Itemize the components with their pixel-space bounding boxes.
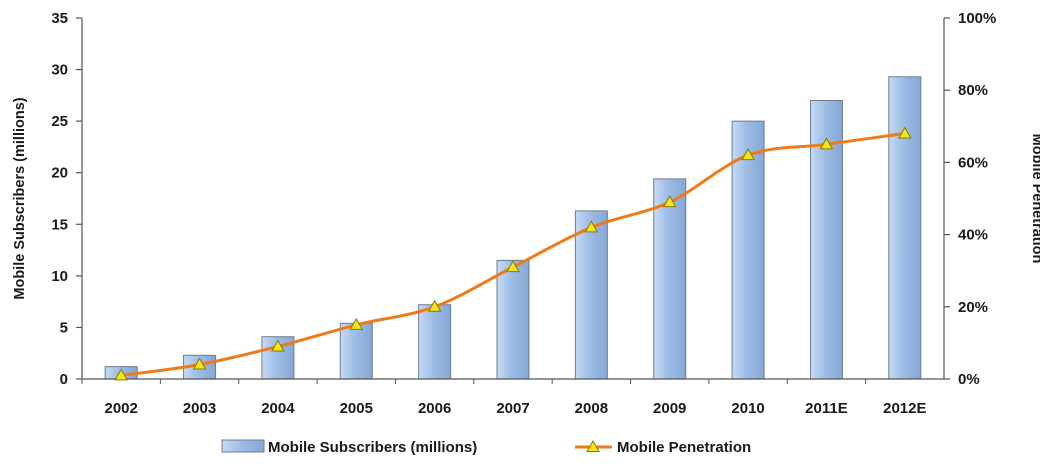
x-tick-label: 2006 [418,400,451,417]
x-tick-label: 2003 [183,400,216,417]
legend-triangle-marker-icon [586,439,600,452]
penetration-point-2012E [897,126,912,139]
right-tick-label: 100% [958,10,996,27]
bar-2008 [574,210,608,380]
right-tick-label: 60% [958,154,988,171]
penetration-point-2005 [349,317,364,330]
penetration-point-2004 [271,339,285,352]
x-tick-label: 2010 [731,400,764,417]
x-tick-label: 2007 [496,400,529,417]
left-tick-label: 25 [51,113,68,130]
penetration-point-2010 [741,148,755,161]
penetration-point-2003 [192,357,207,370]
bar-2005 [339,322,373,380]
legend-bar-label: Mobile Subscribers (millions) [268,439,477,456]
left-tick-label: 20 [51,165,68,182]
bar-2010 [731,120,765,380]
right-tick-label: 80% [958,82,988,99]
line-layer [114,126,912,381]
x-tick-label: 2011E [805,400,848,417]
left-axis-title: Mobile Subscribers (millions) [12,97,28,299]
penetration-point-2002 [114,368,129,381]
bar-2009 [653,178,687,380]
bar-2006 [418,304,452,380]
right-tick-label: 0% [958,371,980,388]
right-tick-label: 20% [958,299,988,316]
x-tick-label: 2008 [575,400,608,417]
legend-line-label: Mobile Penetration [617,439,751,456]
x-tick-label: 2009 [653,400,686,417]
axes-layer [81,18,945,380]
x-tick-label: 2004 [261,400,295,417]
left-tick-label: 10 [51,268,68,285]
x-tick-label: 2005 [340,400,373,417]
bars-layer [104,76,922,380]
penetration-point-2011E [819,137,834,150]
left-tick-label: 15 [51,216,68,233]
x-tick-label: 2002 [104,400,137,417]
x-tick-label: 2012E [883,400,926,417]
ticks-layer: 0 5 10 15 20 25 30 35 0% 20% 40% 60% 80% 100% 2002 2003… [51,10,996,417]
left-tick-label: 0 [60,371,68,388]
right-tick-label: 40% [958,227,988,244]
penetration-point-2008 [584,220,599,233]
legend-bar-swatch [221,439,265,453]
penetration-point-2007 [506,260,520,273]
left-tick-label: 5 [60,319,68,336]
penetration-point-2009 [662,195,677,208]
bar-2012E [888,76,922,380]
legend: Mobile Subscribers (millions) Mobile Pen… [221,439,751,456]
penetration-point-2006 [427,299,442,312]
left-tick-label: 35 [51,10,68,27]
left-tick-label: 30 [51,62,68,79]
bar-2007 [496,259,530,380]
right-axis-title: Mobile Penetration [1029,134,1040,264]
